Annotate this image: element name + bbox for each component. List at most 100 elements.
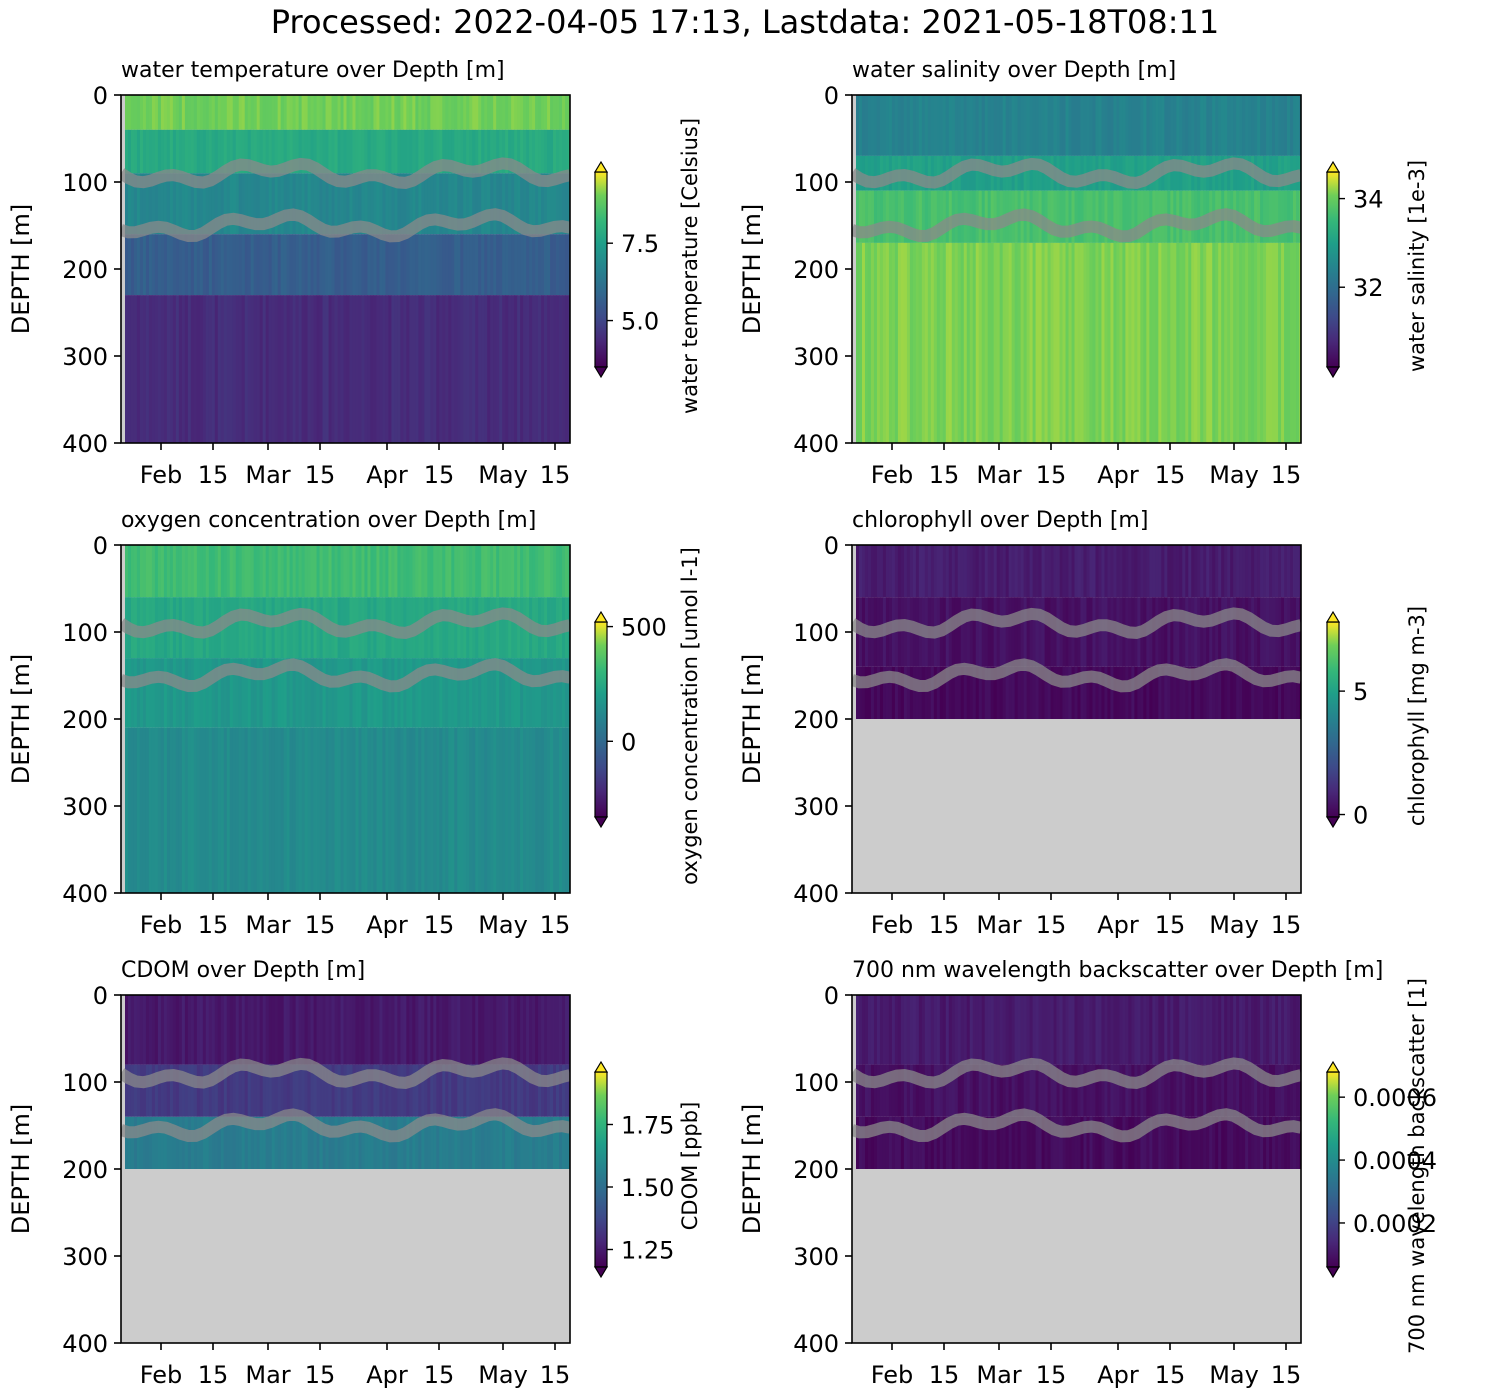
heatmap-cell [924,155,929,191]
heatmap-cell [1047,597,1051,667]
heatmap-cell [969,155,974,191]
heatmap-cell [1218,545,1222,598]
heatmap-cell [148,234,153,296]
heatmap-cell [331,727,335,893]
heatmap-cell [184,1064,189,1117]
heatmap-cell [1128,1116,1132,1169]
heatmap-cell [1284,242,1288,443]
heatmap-cell [256,727,261,893]
heatmap-cell [346,727,350,893]
heatmap-cell [861,155,866,191]
heatmap-cell [1200,666,1204,719]
heatmap-cell [496,95,500,130]
heatmap-cell [358,234,362,296]
heatmap-cell [424,545,428,598]
heatmap-cell [148,545,153,598]
heatmap-cell [496,295,500,443]
heatmap-cell [1194,190,1198,243]
heatmap-cell [133,173,138,235]
heatmap-cell [385,234,389,296]
heatmap-cell [1098,1116,1102,1169]
heatmap-cell [427,234,431,296]
heatmap-cell [885,666,890,719]
y-tick-label: 200 [62,706,108,734]
heatmap-cell [370,545,374,598]
heatmap-cell [304,295,308,443]
heatmap-cell [987,545,992,598]
heatmap-cell [1251,242,1255,443]
heatmap-cell [1149,190,1153,243]
heatmap-cell [466,295,470,443]
heatmap-cell [1263,242,1267,443]
heatmap-cell [972,545,977,598]
heatmap-cell [466,234,470,296]
heatmap-cell [481,95,485,130]
heatmap-cell [873,666,878,719]
heatmap-cell [496,173,500,235]
heatmap-cell [1182,666,1186,719]
heatmap-cell [1074,95,1078,156]
heatmap-cell [864,95,869,156]
x-tick-label: Apr [1097,911,1139,939]
heatmap-cell [1053,666,1057,719]
heatmap-cell [1032,1116,1036,1169]
heatmap-cell [364,727,368,893]
heatmap-cell [298,658,302,728]
heatmap-cell [535,295,539,443]
heatmap-cell [220,129,225,174]
heatmap-cell [199,1116,204,1169]
heatmap-cell [412,545,416,598]
x-tick-label: 15 [198,461,229,489]
heatmap-cell [1098,995,1102,1065]
heatmap-cell [550,234,554,296]
heatmap-cell [1101,190,1105,243]
heatmap-cell [451,295,455,443]
heatmap-cell [313,295,317,443]
heatmap-cell [148,1116,153,1169]
heatmap-cell [184,1116,189,1169]
heatmap-cell [1083,95,1087,156]
heatmap-cell [1161,995,1165,1065]
heatmap-cell [352,173,356,235]
heatmap-cell [394,658,398,728]
heatmap-cell [463,173,467,235]
heatmap-cell [1161,597,1165,667]
heatmap-cell [229,95,234,130]
heatmap-cell [481,295,485,443]
heatmap-cell [493,597,497,659]
heatmap-cell [196,129,201,174]
heatmap-cell [316,234,320,296]
heatmap-cell [553,295,557,443]
heatmap-cell [882,1116,887,1169]
heatmap-cell [181,1064,186,1117]
heatmap-cell [460,295,464,443]
heatmap-cell [145,995,150,1065]
heatmap-cell [223,1064,228,1117]
heatmap-cell [924,666,929,719]
heatmap-cell [1260,190,1264,243]
heatmap-cell [313,1116,317,1169]
heatmap-cell [996,545,1001,598]
heatmap-cell [250,545,255,598]
heatmap-cell [1065,1116,1069,1169]
heatmap-cell [397,295,401,443]
heatmap-cell [316,173,320,235]
heatmap-cell [1299,597,1301,667]
x-tick-label: Apr [1097,461,1139,489]
heatmap-cell [1161,545,1165,598]
heatmap-cell [571,658,574,728]
heatmap-cell [906,995,911,1065]
heatmap-cell [1128,545,1132,598]
heatmap-cell [280,129,285,174]
heatmap-cell [1134,95,1138,156]
heatmap-cell [571,130,574,174]
heatmap-cell [990,995,995,1065]
heatmap-cell [202,545,207,598]
heatmap-cell [1266,995,1270,1065]
heatmap-cell [1104,1116,1108,1169]
heatmap-cell [1161,1064,1165,1117]
heatmap-cell [1182,190,1186,243]
heatmap-cell [385,658,389,728]
heatmap-cell [553,995,557,1065]
heatmap-cell [856,995,860,1065]
